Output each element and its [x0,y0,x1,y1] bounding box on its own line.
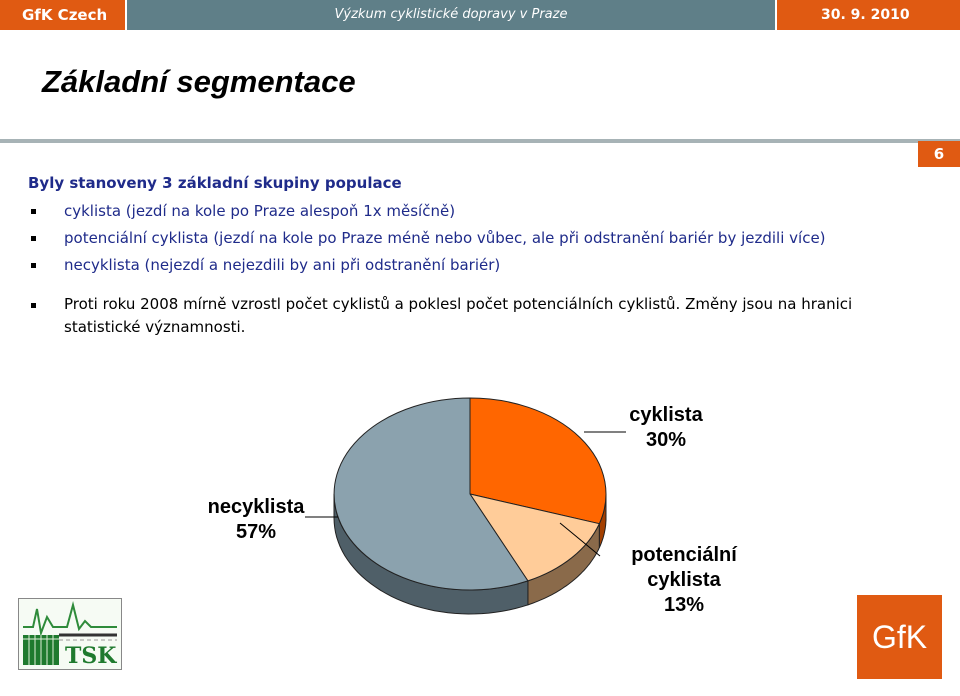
bullet-item: potenciální cyklista (jezdí na kole po P… [28,225,928,252]
bullet-marker [31,236,36,241]
lead-text: Byly stanoveny 3 základní skupiny popula… [28,174,402,192]
tsk-logo-graphic: TSK [23,601,117,669]
pie-value-label-2: 57% [236,521,276,543]
bullet-text: cyklista (jezdí na kole po Praze alespoň… [64,202,456,220]
pie-slice-2 [333,397,529,591]
tsk-logo: TSK [18,598,122,670]
header-date: 30. 9. 2010 [777,0,960,30]
pie-leader-line-1 [559,522,601,557]
slide-title: Základní segmentace [42,64,356,99]
gfk-logo: GfK [857,595,942,679]
bullet-text: necyklista (nejezdí a nejezdili by ani p… [64,256,501,274]
bullet-item: necyklista (nejezdí a nejezdili by ani p… [28,252,928,279]
pie-value-label-1: 13% [664,594,704,616]
slide-content: Byly stanoveny 3 základní skupiny popula… [28,172,928,339]
pie-category-label-2: necyklista [208,496,306,518]
pie-slice-0 [469,397,607,525]
brand-label: GfK Czech [0,0,125,30]
bullet-item: cyklista (jezdí na kole po Praze alespoň… [28,198,928,225]
header-bar: GfK Czech Výzkum cyklistické dopravy v P… [0,0,960,30]
pie-value-label-0: 30% [646,429,686,451]
pie-category-label-1: cyklista [647,569,721,591]
pie-slice-1 [468,493,601,582]
bullet-marker [31,209,36,214]
page-number: 6 [918,141,960,167]
bullet-text: potenciální cyklista (jezdí na kole po P… [64,229,826,247]
bullet-marker [31,303,36,308]
note-text: Proti roku 2008 mírně vzrostl počet cykl… [64,295,853,336]
note-item: Proti roku 2008 mírně vzrostl počet cykl… [28,293,928,339]
bullet-marker [31,263,36,268]
tsk-logo-text: TSK [65,643,117,669]
pie-category-label-0: cyklista [629,404,703,426]
header-subtitle: Výzkum cyklistické dopravy v Praze [127,0,775,30]
title-divider [0,139,960,143]
pie-category-label-1: potenciální [631,544,738,566]
